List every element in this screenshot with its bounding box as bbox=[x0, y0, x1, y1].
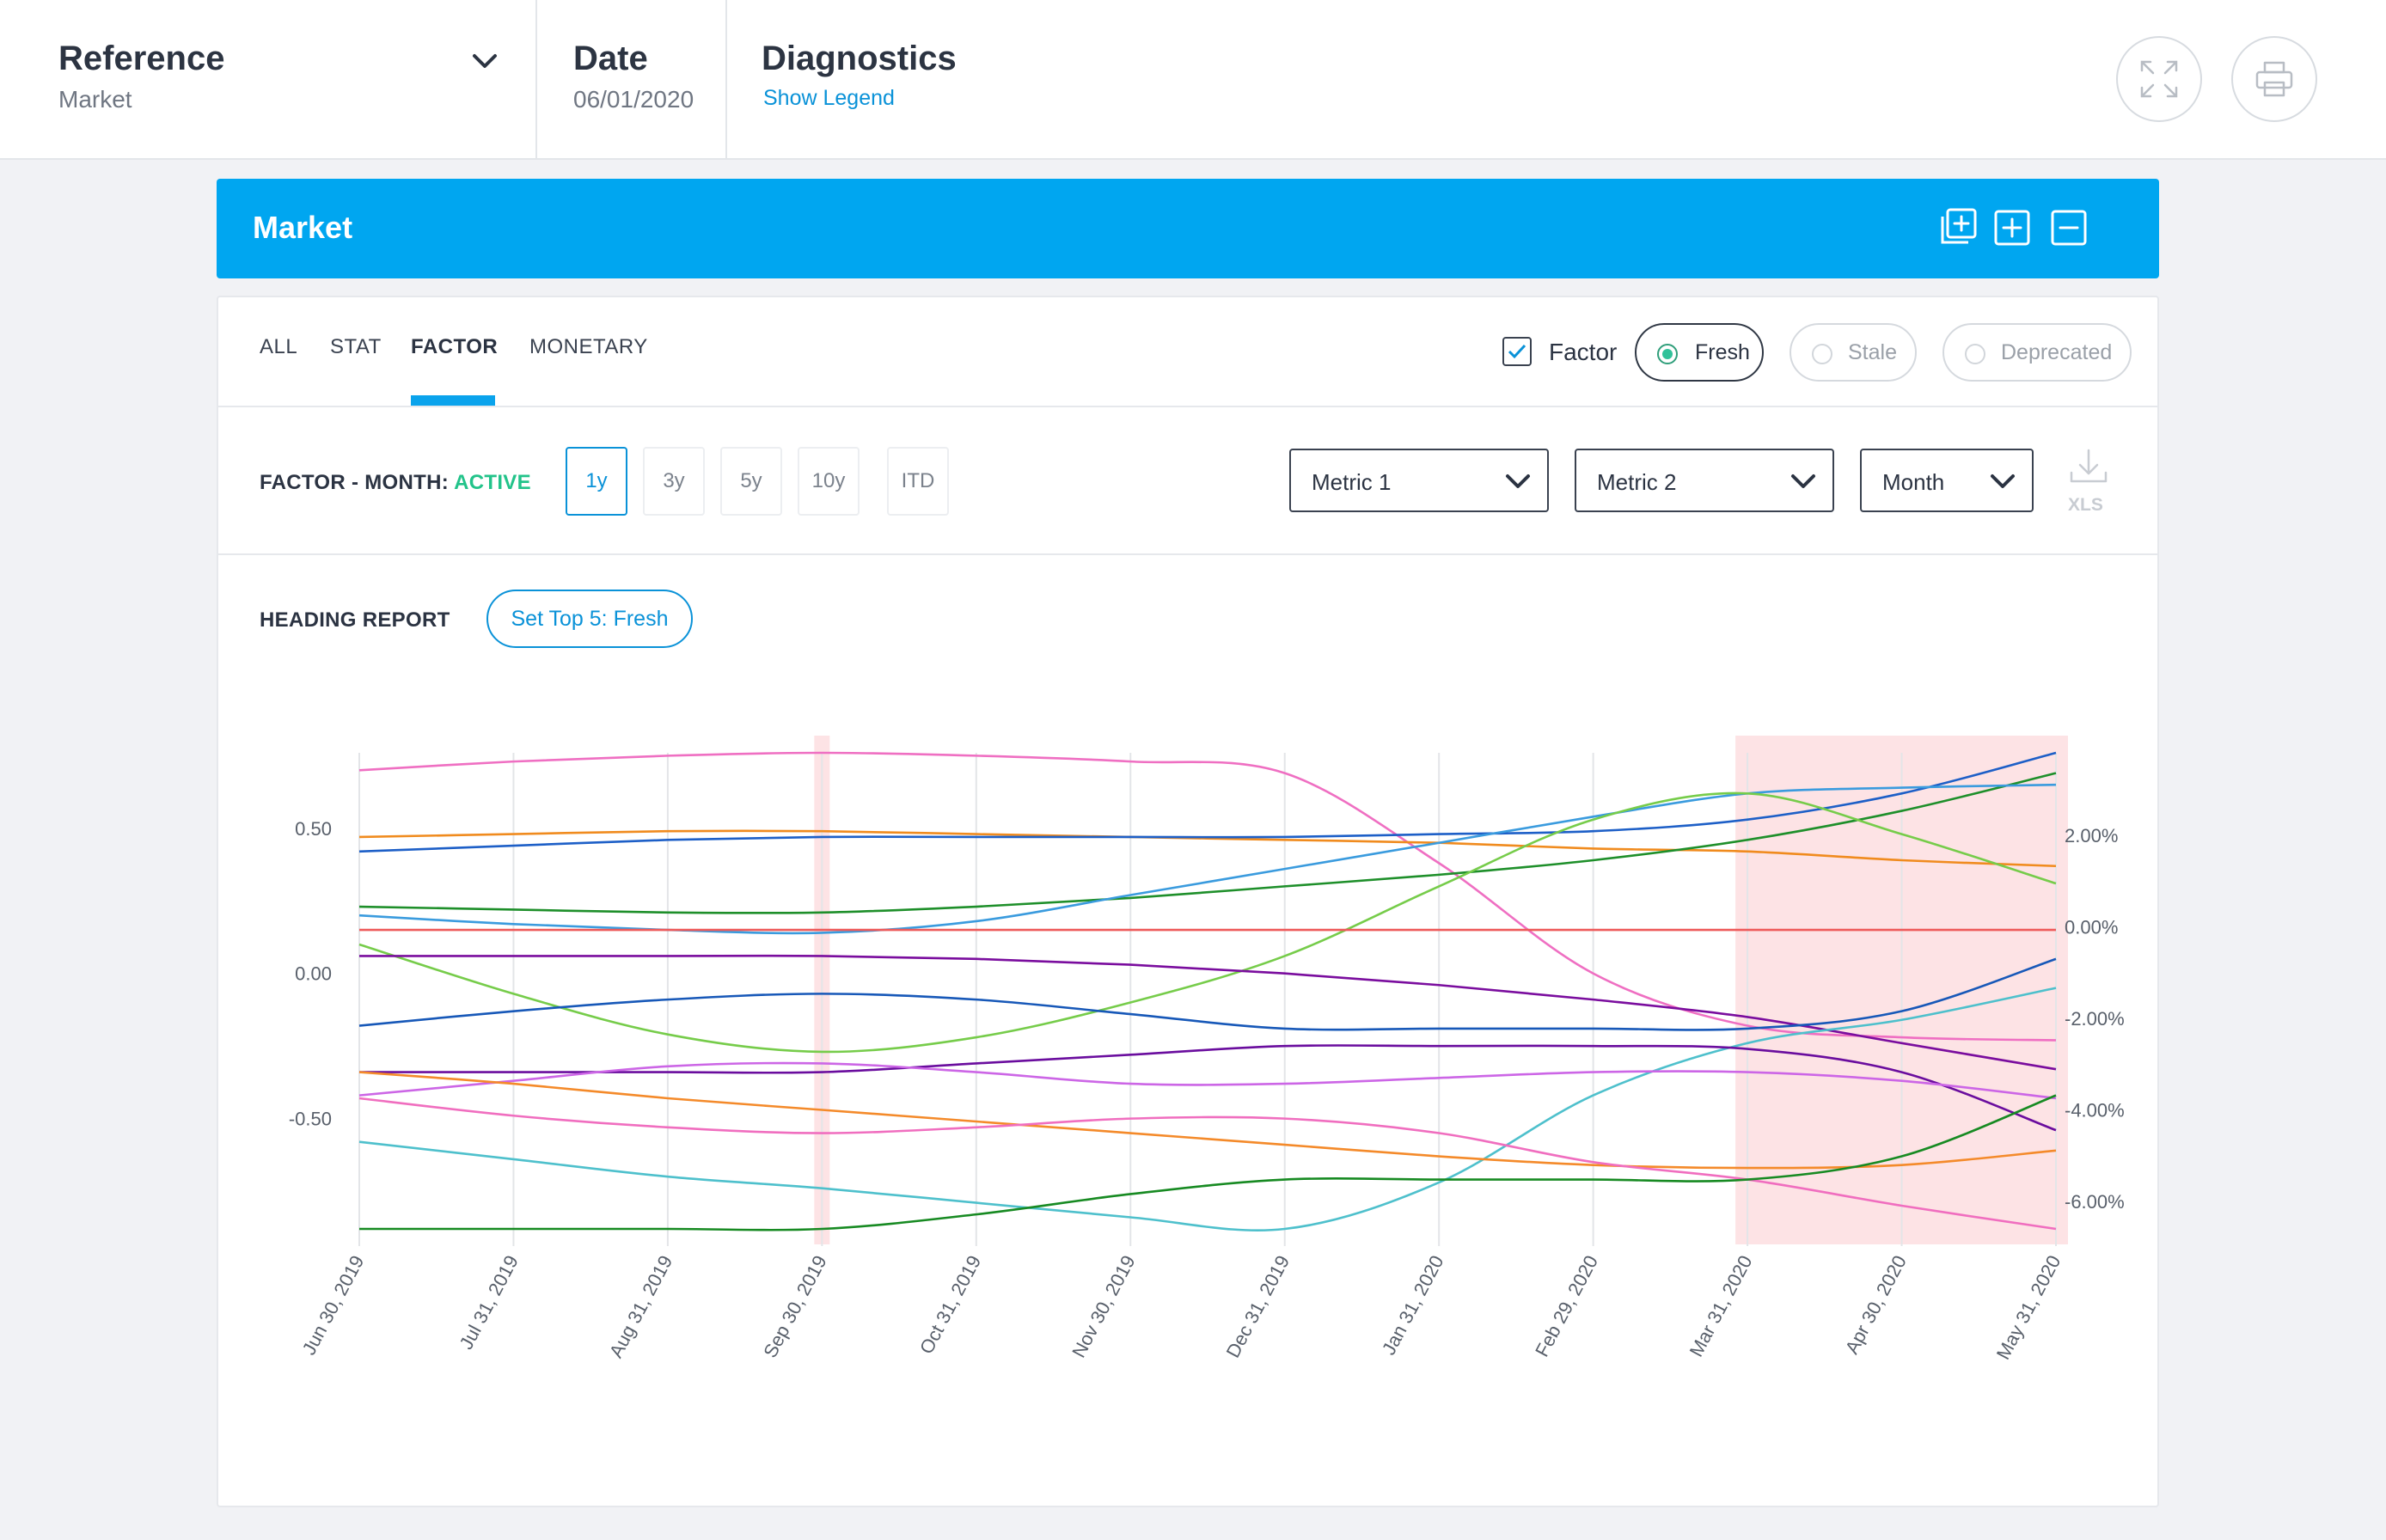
range-3y-button[interactable]: 3y bbox=[643, 447, 705, 516]
series-line-4 bbox=[358, 772, 2057, 914]
x-tick-label: Jul 31, 2019 bbox=[456, 1252, 523, 1354]
status-prefix: FACTOR - MONTH: bbox=[260, 471, 455, 494]
chevron-down-icon[interactable] bbox=[471, 52, 499, 72]
diagnostics-section: Diagnostics Show Legend bbox=[727, 0, 1243, 158]
radio-dot-icon bbox=[1657, 344, 1678, 364]
metric-2-value: Metric 2 bbox=[1597, 469, 1677, 495]
market-title: Market bbox=[253, 210, 353, 245]
reference-selector[interactable]: Reference Market bbox=[0, 0, 537, 158]
x-tick-label: Nov 30, 2019 bbox=[1068, 1252, 1140, 1361]
tab-all[interactable]: ALL bbox=[260, 335, 298, 358]
x-tick-label: Jan 31, 2020 bbox=[1378, 1252, 1448, 1359]
series-line-14 bbox=[358, 1097, 2057, 1231]
y-left-tick-label: -0.50 bbox=[289, 1109, 332, 1130]
series-line-2 bbox=[358, 829, 2057, 868]
print-button[interactable] bbox=[2231, 36, 2317, 122]
controls-row: FACTOR - MONTH: ACTIVE 1y 3y 5y 10y ITD … bbox=[218, 409, 2157, 555]
reference-title: Reference bbox=[58, 40, 225, 77]
factor-checkbox-label: Factor bbox=[1549, 339, 1618, 365]
range-10y-button[interactable]: 10y bbox=[798, 447, 860, 516]
y-left-tick-label: 0.50 bbox=[295, 818, 332, 840]
xls-label: XLS bbox=[2068, 495, 2103, 515]
factor-month-status: FACTOR - MONTH: ACTIVE bbox=[260, 471, 531, 495]
status-active: ACTIVE bbox=[454, 471, 531, 494]
metric-1-value: Metric 1 bbox=[1312, 469, 1392, 495]
download-icon[interactable] bbox=[2065, 447, 2113, 516]
market-bar: Market bbox=[217, 179, 2159, 278]
series-line-10 bbox=[358, 987, 2057, 1231]
y-right-tick-label: 2.00% bbox=[2065, 825, 2118, 846]
tabs-row: ALL STAT FACTOR MONETARY Factor Fresh St… bbox=[218, 297, 2157, 407]
series-line-9 bbox=[358, 957, 2057, 1031]
active-tab-indicator bbox=[411, 395, 495, 406]
y-right-tick-label: -6.00% bbox=[2065, 1191, 2125, 1213]
x-tick-label: Jun 30, 2019 bbox=[298, 1252, 369, 1359]
fresh-radio[interactable]: Fresh bbox=[1635, 323, 1764, 382]
show-legend-link[interactable]: Show Legend bbox=[763, 86, 895, 110]
diagnostics-title: Diagnostics bbox=[762, 40, 957, 77]
date-title: Date bbox=[573, 40, 648, 77]
print-icon bbox=[2255, 61, 2293, 97]
series-line-3 bbox=[358, 751, 2057, 853]
series-line-6 bbox=[358, 791, 2057, 1054]
check-icon bbox=[1508, 344, 1526, 359]
range-itd-button[interactable]: ITD bbox=[887, 447, 949, 516]
x-tick-label: Apr 30, 2020 bbox=[1841, 1252, 1911, 1358]
metric-1-select[interactable]: Metric 1 bbox=[1289, 449, 1549, 512]
deprecated-radio[interactable]: Deprecated bbox=[1942, 323, 2132, 382]
chevron-down-icon bbox=[1506, 474, 1530, 488]
deprecated-label: Deprecated bbox=[2001, 340, 2113, 364]
factor-checkbox[interactable] bbox=[1502, 337, 1532, 366]
y-right-tick-label: 0.00% bbox=[2065, 916, 2118, 938]
range-5y-button[interactable]: 5y bbox=[720, 447, 782, 516]
reference-value: Market bbox=[58, 86, 132, 113]
set-top5-button[interactable]: Set Top 5: Fresh bbox=[486, 590, 693, 648]
report-heading: HEADING REPORT bbox=[260, 608, 450, 632]
line-chart: 0.50 0.00 -0.50 2.00% 0.00% -2.00% -4.00% -6.0… bbox=[289, 736, 2125, 1363]
x-tick-label: Feb 29, 2020 bbox=[1531, 1252, 1602, 1360]
month-value: Month bbox=[1882, 469, 1945, 495]
x-tick-label: Dec 31, 2019 bbox=[1222, 1252, 1294, 1361]
market-panel: ALL STAT FACTOR MONETARY Factor Fresh St… bbox=[217, 296, 2159, 1507]
range-1y-button[interactable]: 1y bbox=[566, 447, 627, 516]
add-box-icon[interactable] bbox=[1991, 206, 2034, 249]
series-line-8 bbox=[358, 954, 2057, 1071]
date-section: Date 06/01/2020 bbox=[537, 0, 727, 158]
y-right-tick-label: -2.00% bbox=[2065, 1008, 2125, 1030]
date-value: 06/01/2020 bbox=[573, 86, 694, 113]
metric-2-select[interactable]: Metric 2 bbox=[1575, 449, 1834, 512]
remove-box-icon[interactable] bbox=[2047, 206, 2090, 249]
stale-label: Stale bbox=[1848, 340, 1897, 364]
radio-dot-icon bbox=[1812, 344, 1832, 364]
series-line-15 bbox=[358, 1094, 2057, 1231]
series-line-11 bbox=[358, 1044, 2057, 1132]
add-copy-icon[interactable] bbox=[1936, 206, 1979, 249]
tab-monetary[interactable]: MONETARY bbox=[529, 335, 648, 358]
chevron-down-icon bbox=[1791, 474, 1815, 488]
top-header: Reference Market Date 06/01/2020 Diagnos… bbox=[0, 0, 2386, 160]
x-tick-label: May 31, 2020 bbox=[1992, 1252, 2065, 1363]
fresh-label: Fresh bbox=[1695, 340, 1750, 364]
stale-radio[interactable]: Stale bbox=[1790, 323, 1917, 382]
x-tick-label: Oct 31, 2019 bbox=[915, 1252, 985, 1358]
series-line-13 bbox=[358, 1071, 2057, 1170]
x-tick-label: Aug 31, 2019 bbox=[605, 1252, 677, 1361]
x-tick-label: Sep 30, 2019 bbox=[759, 1252, 831, 1361]
radio-dot-icon bbox=[1965, 344, 1985, 364]
chevron-down-icon bbox=[1991, 474, 2015, 488]
month-select[interactable]: Month bbox=[1860, 449, 2034, 512]
y-left-tick-label: 0.00 bbox=[295, 963, 332, 985]
x-tick-label: Mar 31, 2020 bbox=[1685, 1252, 1757, 1360]
series-line-12 bbox=[358, 1061, 2057, 1100]
y-right-tick-label: -4.00% bbox=[2065, 1100, 2125, 1121]
expand-icon bbox=[2140, 60, 2178, 98]
tab-stat[interactable]: STAT bbox=[330, 335, 382, 358]
expand-button[interactable] bbox=[2116, 36, 2202, 122]
tab-factor[interactable]: FACTOR bbox=[411, 335, 499, 358]
